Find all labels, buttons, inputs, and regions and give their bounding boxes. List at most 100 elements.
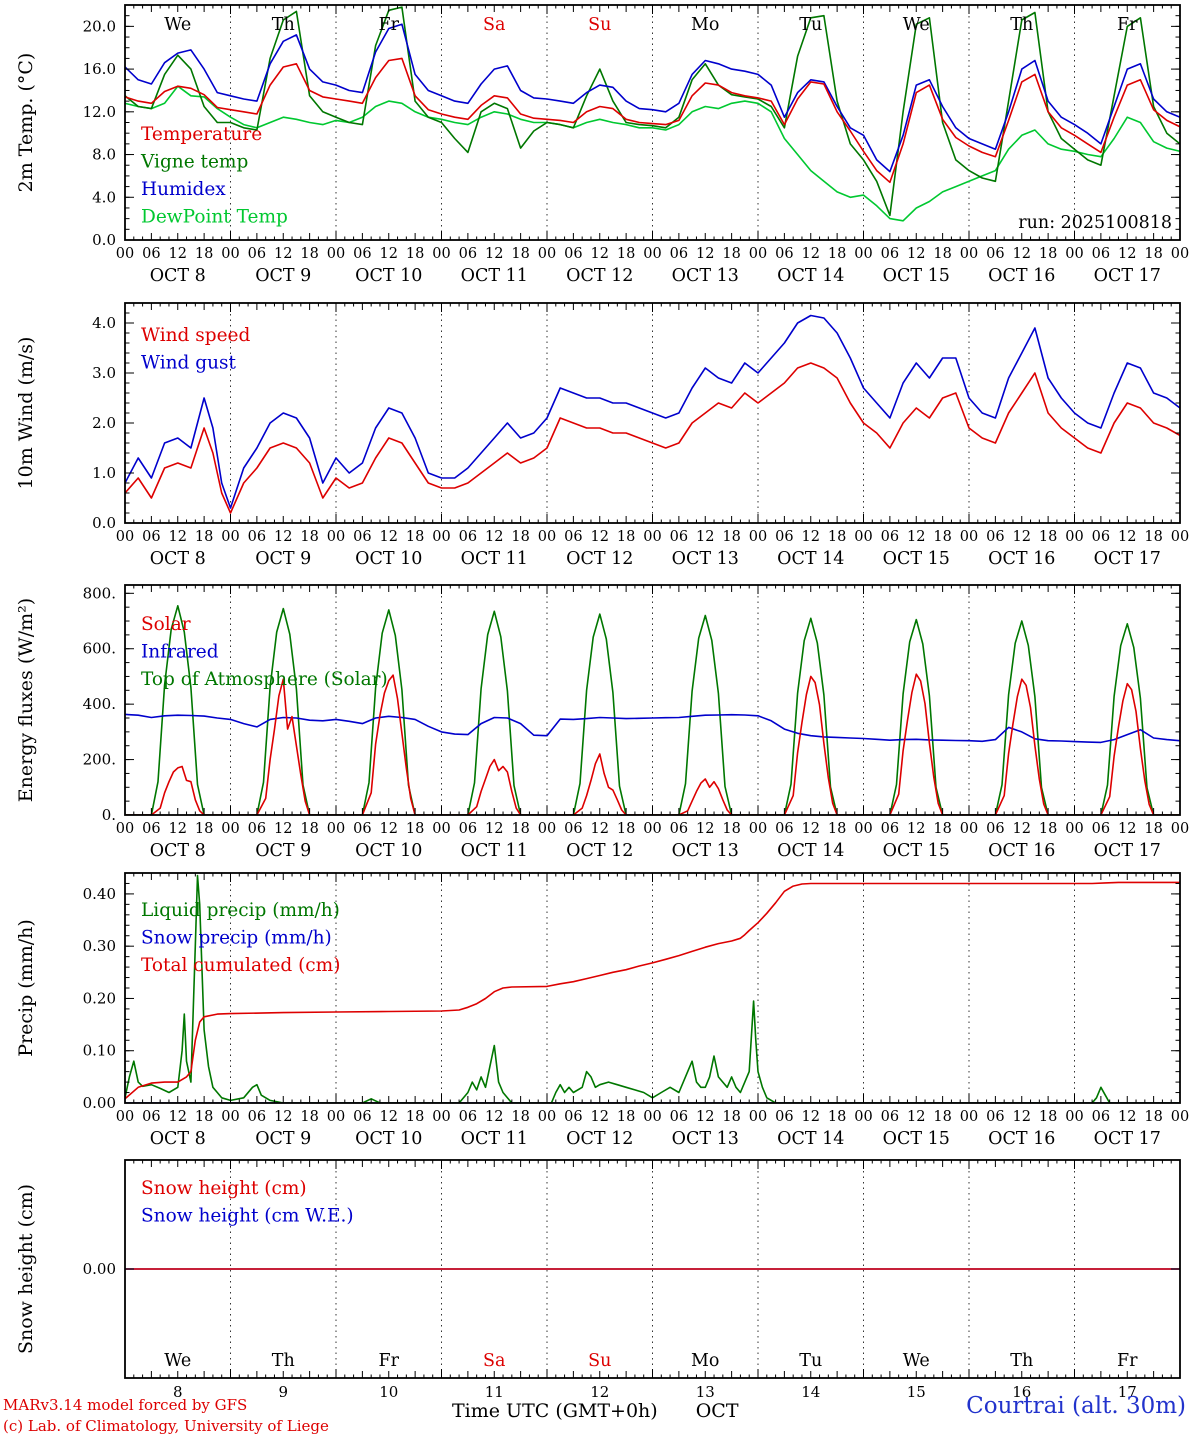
series-vigne-temp (125, 6, 1180, 217)
x-hour-label: 18 (933, 246, 951, 262)
x-hour-label: 18 (933, 529, 951, 545)
x-hour-label: 18 (617, 246, 635, 262)
y-tick-label: 0.20 (83, 989, 116, 1007)
x-hour-label: 18 (300, 821, 318, 837)
x-hour-label: 06 (881, 821, 899, 837)
x-hour-label: 12 (696, 821, 714, 837)
legend-liquid-precip-mm-h: Liquid precip (mm/h) (141, 900, 340, 921)
x-hour-label: 00 (854, 821, 872, 837)
x-hour-label: 06 (986, 246, 1004, 262)
x-hour-label: 06 (142, 1109, 160, 1125)
x-day-label: OCT 14 (777, 1129, 844, 1149)
x-hour-label: 12 (485, 821, 503, 837)
x-hour-label: 00 (538, 529, 556, 545)
station-label: Courtrai (alt. 30m) (966, 1393, 1186, 1419)
legend-snow-height-cm: Snow height (cm) (141, 1178, 307, 1199)
x-hour-label: 06 (881, 1109, 899, 1125)
y-tick-label: 16.0 (83, 60, 116, 78)
x-hour-label: 00 (327, 821, 345, 837)
x-hour-label: 12 (485, 246, 503, 262)
y-tick-label: 2.0 (92, 414, 116, 432)
series-temperature (125, 57, 1180, 184)
panel-border (124, 302, 1181, 524)
x-hour-label: 12 (696, 1109, 714, 1125)
x-hour-label: 12 (1118, 821, 1136, 837)
x-hour-label: 12 (1013, 821, 1031, 837)
day-number-label: 13 (696, 1383, 715, 1401)
x-hour-label: 06 (775, 821, 793, 837)
x-hour-label: 00 (432, 529, 450, 545)
x-hour-label: 18 (1039, 1109, 1057, 1125)
day-name-label: Su (588, 1351, 611, 1371)
footer: MARv3.14 model forced by GFS (c) Lab. of… (0, 1392, 1194, 1440)
footer-credits: MARv3.14 model forced by GFS (c) Lab. of… (3, 1395, 329, 1437)
x-hour-label: 12 (380, 529, 398, 545)
x-day-label: OCT 12 (566, 549, 633, 569)
x-day-label: OCT 9 (255, 266, 311, 286)
x-hour-label: 06 (670, 1109, 688, 1125)
y-tick-label: 0.0 (92, 514, 116, 532)
x-hour-label: 06 (986, 1109, 1004, 1125)
x-hour-label: 12 (696, 246, 714, 262)
x-hour-label: 12 (485, 529, 503, 545)
x-hour-label: 06 (353, 821, 371, 837)
x-day-label: OCT 16 (988, 1129, 1055, 1149)
y-axis-title: Snow height (cm) (15, 1184, 37, 1354)
x-hour-label: 18 (722, 1109, 740, 1125)
run-label: run: 2025100818 (1018, 213, 1172, 233)
x-hour-label: 06 (986, 529, 1004, 545)
x-hour-label: 00 (960, 529, 978, 545)
y-tick-label: 600. (83, 640, 116, 658)
x-hour-label: 00 (432, 821, 450, 837)
day-name-label: Fr (1117, 1351, 1138, 1371)
y-tick-label: 0.0 (92, 231, 116, 249)
day-name-label: We (164, 1351, 191, 1371)
day-name-label: Th (272, 1351, 295, 1371)
x-hour-label: 18 (617, 1109, 635, 1125)
x-hour-label: 18 (722, 821, 740, 837)
x-day-label: OCT 11 (461, 1129, 528, 1149)
series-liquid-precip (125, 874, 1180, 1103)
x-hour-label: 06 (564, 1109, 582, 1125)
x-day-label: OCT 8 (150, 841, 206, 861)
y-tick-label: 0.10 (83, 1042, 116, 1060)
panel-border (124, 4, 1181, 241)
x-hour-label: 00 (1171, 246, 1189, 262)
day-name-label: Tu (799, 15, 822, 35)
day-name-label: Fr (378, 1351, 399, 1371)
y-axis-title: Precip (mm/h) (15, 919, 37, 1057)
x-hour-label: 06 (564, 821, 582, 837)
x-day-label: OCT 17 (1094, 841, 1161, 861)
x-hour-label: 18 (511, 246, 529, 262)
day-number-label: 17 (1118, 1383, 1137, 1401)
x-hour-label: 00 (432, 246, 450, 262)
x-hour-label: 06 (353, 529, 371, 545)
x-hour-label: 18 (617, 821, 635, 837)
x-day-label: OCT 10 (355, 1129, 422, 1149)
x-hour-label: 18 (406, 821, 424, 837)
legend-humidex: Humidex (141, 179, 226, 200)
x-hour-label: 00 (1065, 821, 1083, 837)
x-hour-label: 00 (749, 246, 767, 262)
x-hour-label: 12 (274, 529, 292, 545)
x-hour-label: 12 (907, 529, 925, 545)
x-hour-label: 12 (169, 1109, 187, 1125)
x-day-label: OCT 17 (1094, 1129, 1161, 1149)
panel-bg (125, 5, 1180, 240)
day-name-label: Th (1010, 1351, 1033, 1371)
legend-infrared: Infrared (141, 642, 219, 663)
x-hour-label: 18 (722, 246, 740, 262)
x-day-label: OCT 16 (988, 266, 1055, 286)
x-hour-label: 00 (116, 821, 134, 837)
panel-temperature: 0.0 4.0 8.0 12.0 16.0 20.0 2m Temp. (°C) 00 06 12… (15, 4, 1189, 286)
x-hour-label: 06 (775, 529, 793, 545)
x-hour-label: 06 (775, 246, 793, 262)
x-hour-label: 06 (248, 529, 266, 545)
x-hour-label: 12 (1013, 246, 1031, 262)
x-hour-label: 00 (1171, 1109, 1189, 1125)
x-hour-label: 12 (591, 821, 609, 837)
series-layer (125, 604, 1180, 815)
x-hour-label: 12 (907, 246, 925, 262)
series-layer (125, 874, 1180, 1103)
x-hour-label: 00 (854, 529, 872, 545)
